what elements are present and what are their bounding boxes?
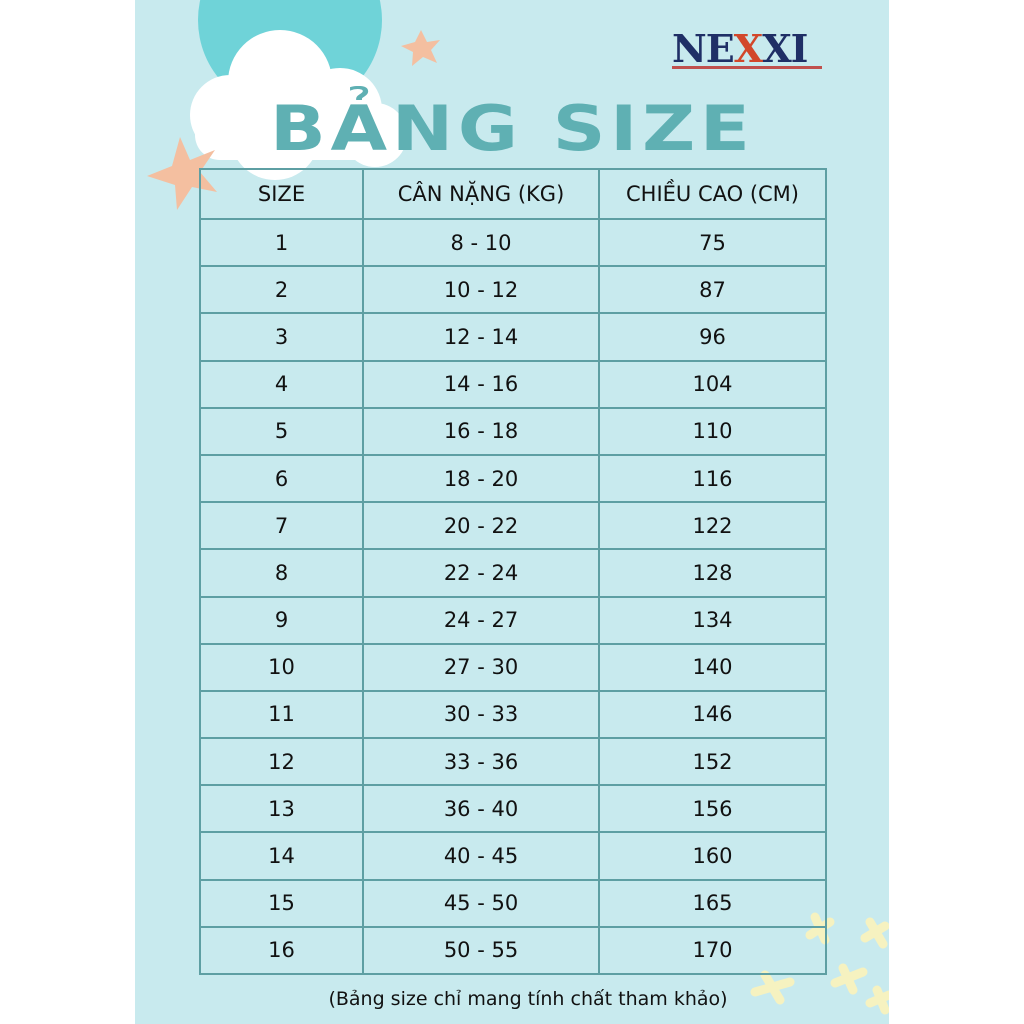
cell-size: 8 <box>199 548 364 598</box>
cell-height: 156 <box>598 784 827 834</box>
header-size: SIZE <box>199 168 364 220</box>
cloud-icon <box>190 30 407 180</box>
table-row: 7 20 - 22 122 <box>199 501 827 551</box>
table-row: 8 22 - 24 128 <box>199 548 827 598</box>
table-row: 2 10 - 12 87 <box>199 265 827 315</box>
cell-weight: 40 - 45 <box>362 831 600 881</box>
star-icon <box>401 30 440 66</box>
cell-weight: 16 - 18 <box>362 406 600 456</box>
cell-height: 170 <box>598 925 827 976</box>
table-header-row: SIZE CÂN NẶNG (KG) CHIỀU CAO (CM) <box>199 168 827 220</box>
cell-height: 140 <box>598 642 827 692</box>
cell-height: 87 <box>598 265 827 315</box>
cell-weight: 14 - 16 <box>362 359 600 409</box>
cell-weight: 8 - 10 <box>362 217 600 268</box>
cell-height: 75 <box>598 217 827 268</box>
table-row: 6 18 - 20 116 <box>199 453 827 504</box>
cell-height: 96 <box>598 312 827 362</box>
cell-size: 14 <box>199 831 364 881</box>
cell-size: 15 <box>199 878 364 928</box>
cell-weight: 24 - 27 <box>362 595 600 645</box>
disclaimer-note: (Bảng size chỉ mang tính chất tham khảo) <box>328 988 728 1010</box>
table-row: 16 50 - 55 170 <box>199 925 827 976</box>
cell-height: 134 <box>598 595 827 645</box>
cell-weight: 33 - 36 <box>362 737 600 787</box>
cell-height: 128 <box>598 548 827 598</box>
cell-weight: 12 - 14 <box>362 312 600 362</box>
cell-weight: 50 - 55 <box>362 925 600 976</box>
cell-weight: 36 - 40 <box>362 784 600 834</box>
cell-size: 5 <box>199 406 364 456</box>
header-height: CHIỀU CAO (CM) <box>598 168 827 220</box>
cell-height: 165 <box>598 878 827 928</box>
cell-height: 160 <box>598 831 827 881</box>
cell-weight: 18 - 20 <box>362 453 600 504</box>
cell-height: 104 <box>598 359 827 409</box>
decoration-layer <box>147 0 889 1015</box>
cell-size: 3 <box>199 312 364 362</box>
table-row: 14 40 - 45 160 <box>199 831 827 881</box>
cell-height: 122 <box>598 501 827 551</box>
cell-size: 10 <box>199 642 364 692</box>
logo-underline <box>672 66 822 69</box>
cell-height: 110 <box>598 406 827 456</box>
table-row: 9 24 - 27 134 <box>199 595 827 645</box>
header-weight: CÂN NẶNG (KG) <box>362 168 600 220</box>
cell-weight: 20 - 22 <box>362 501 600 551</box>
table-row: 11 30 - 33 146 <box>199 689 827 740</box>
cell-height: 152 <box>598 737 827 787</box>
table-row: 5 16 - 18 110 <box>199 406 827 456</box>
cell-size: 9 <box>199 595 364 645</box>
cell-weight: 10 - 12 <box>362 265 600 315</box>
cell-weight: 27 - 30 <box>362 642 600 692</box>
table-row: 12 33 - 36 152 <box>199 737 827 787</box>
table-row: 13 36 - 40 156 <box>199 784 827 834</box>
cell-weight: 30 - 33 <box>362 689 600 740</box>
cell-size: 1 <box>199 217 364 268</box>
cell-size: 7 <box>199 501 364 551</box>
cell-size: 11 <box>199 689 364 740</box>
brand-logo: NEXXI <box>672 26 808 71</box>
table-row: 4 14 - 16 104 <box>199 359 827 409</box>
cell-weight: 22 - 24 <box>362 548 600 598</box>
cell-size: 4 <box>199 359 364 409</box>
table-row: 3 12 - 14 96 <box>199 312 827 362</box>
cell-height: 146 <box>598 689 827 740</box>
cell-size: 16 <box>199 925 364 976</box>
cell-weight: 45 - 50 <box>362 878 600 928</box>
cell-size: 2 <box>199 265 364 315</box>
cell-size: 13 <box>199 784 364 834</box>
cell-height: 116 <box>598 453 827 504</box>
cell-size: 12 <box>199 737 364 787</box>
cell-size: 6 <box>199 453 364 504</box>
page-title: BẢNG SIZE <box>269 92 755 165</box>
star-icon <box>147 137 217 210</box>
table-row: 15 45 - 50 165 <box>199 878 827 928</box>
table-row: 10 27 - 30 140 <box>199 642 827 692</box>
